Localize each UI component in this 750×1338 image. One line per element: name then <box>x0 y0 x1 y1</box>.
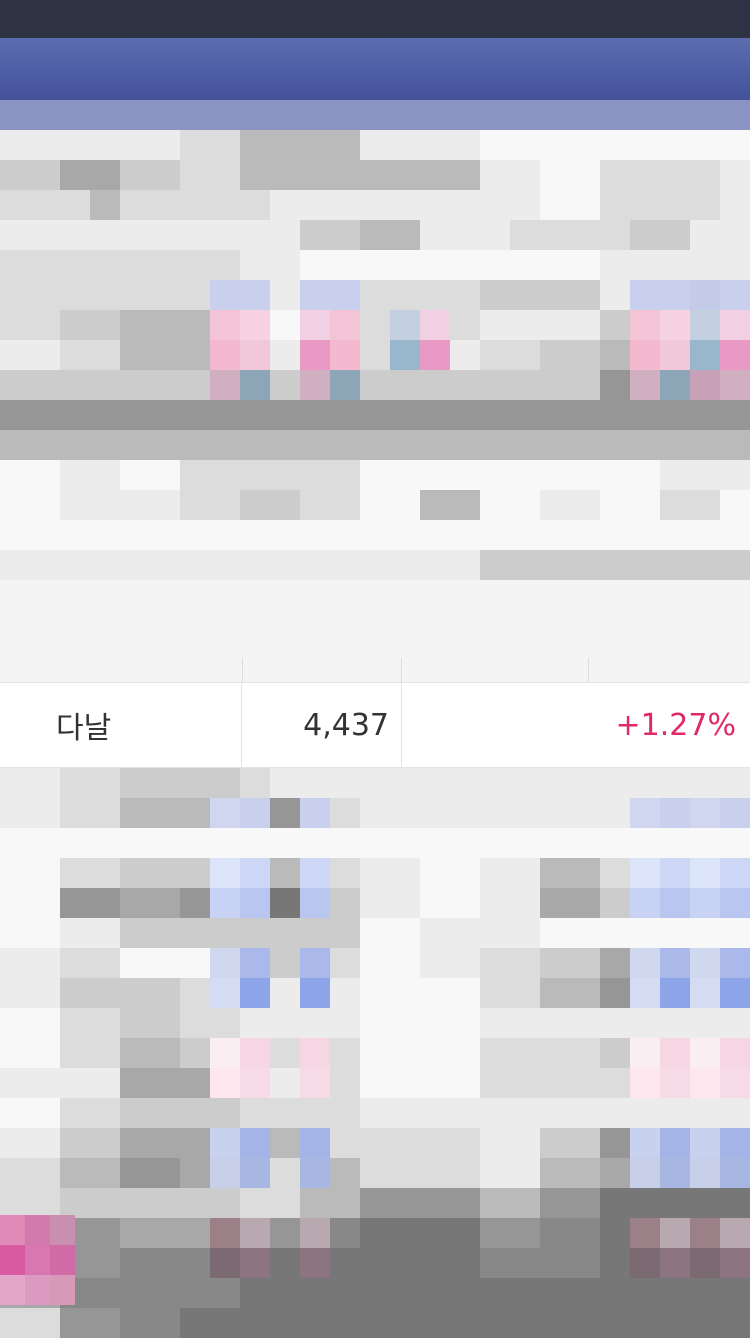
obscured-row <box>0 1128 750 1158</box>
stock-list-row[interactable]: 다날 4,437 +1.27% <box>0 682 750 768</box>
obscured-row <box>0 828 750 858</box>
stock-chart-cell <box>402 683 590 767</box>
obscured-row <box>0 550 750 580</box>
stock-price: 4,437 <box>303 707 389 743</box>
obscured-row <box>0 948 750 978</box>
obscured-row <box>0 1218 750 1248</box>
sub-navigation-bar[interactable] <box>0 100 750 130</box>
obscured-row <box>0 340 750 370</box>
obscured-row <box>0 400 750 430</box>
obscured-row <box>0 460 750 490</box>
obscured-row <box>0 858 750 888</box>
obscured-row <box>0 1248 750 1278</box>
column-separator <box>588 658 589 682</box>
obscured-row <box>0 250 750 280</box>
obscured-tile <box>25 1215 50 1245</box>
obscured-row <box>0 978 750 1008</box>
status-bar <box>0 0 750 38</box>
obscured-tile <box>50 1275 75 1305</box>
stock-change-rate: +1.27% <box>615 707 736 743</box>
obscured-row <box>0 190 750 220</box>
column-separator <box>242 658 243 682</box>
obscured-row <box>0 1098 750 1128</box>
obscured-row <box>0 490 750 520</box>
obscured-tile <box>0 1275 25 1305</box>
obscured-row <box>0 520 750 550</box>
obscured-row <box>0 1308 750 1338</box>
obscured-tile <box>25 1275 50 1305</box>
obscured-tile <box>50 1245 75 1275</box>
obscured-row <box>0 1068 750 1098</box>
obscured-row <box>0 1278 750 1308</box>
obscured-row <box>0 918 750 948</box>
obscured-row <box>0 888 750 918</box>
obscured-row <box>0 220 750 250</box>
navigation-bar[interactable] <box>0 38 750 100</box>
obscured-row <box>0 160 750 190</box>
stock-name: 다날 <box>56 711 112 746</box>
obscured-row <box>0 1038 750 1068</box>
obscured-row <box>0 370 750 400</box>
column-separator <box>401 658 402 682</box>
obscured-tile <box>50 1215 75 1245</box>
stock-name-cell: 다날 <box>0 683 242 767</box>
stock-change-cell: +1.27% <box>590 683 750 767</box>
obscured-row <box>0 798 750 828</box>
obscured-row <box>0 1158 750 1188</box>
obscured-row <box>0 430 750 460</box>
obscured-row <box>0 1188 750 1218</box>
obscured-row <box>0 310 750 340</box>
obscured-tile <box>25 1245 50 1275</box>
obscured-tile <box>0 1245 25 1275</box>
obscured-tile <box>0 1215 25 1245</box>
obscured-row <box>0 130 750 160</box>
obscured-row <box>0 280 750 310</box>
stock-price-cell: 4,437 <box>242 683 402 767</box>
obscured-row <box>0 1008 750 1038</box>
obscured-row <box>0 768 750 798</box>
